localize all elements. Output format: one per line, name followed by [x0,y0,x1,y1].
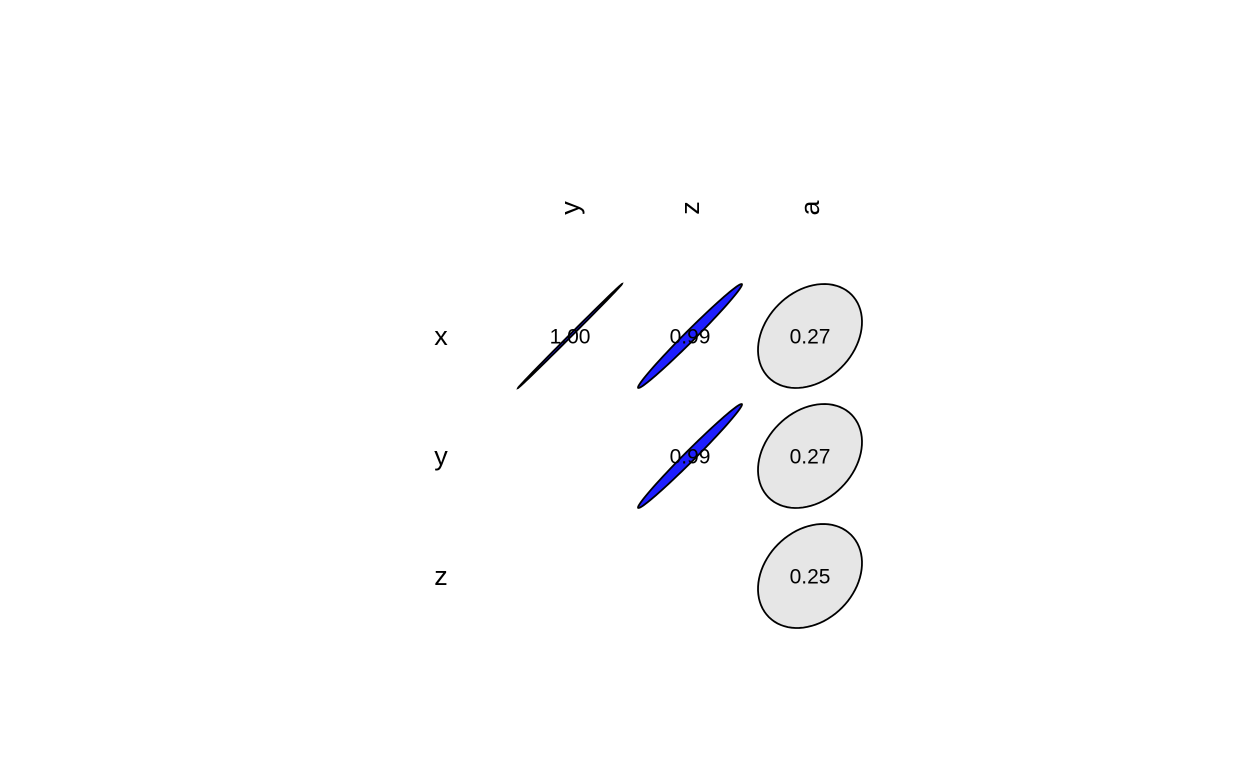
ellipse-x-z [637,283,743,389]
ellipse-y-z [637,403,743,509]
value-label-y-z: 0.99 [670,446,711,469]
ellipse-x-a [757,283,863,389]
row-labels: x y z [434,321,448,591]
column-label-y: y [555,201,585,215]
correlation-cells: 1.00 0.99 0.27 0.99 0.27 0.25 [516,282,863,629]
row-label-y: y [434,441,448,471]
column-label-a: a [795,200,825,216]
value-label-x-z: 0.99 [670,326,711,349]
value-label-x-y: 1.00 [550,326,591,349]
value-label-y-a: 0.27 [790,446,831,469]
row-label-x: x [434,321,448,351]
row-label-z: z [434,561,448,591]
ellipse-z-a [757,523,863,629]
ellipse-y-a [757,403,863,509]
value-label-x-a: 0.27 [790,326,831,349]
ellipse-x-y [516,282,624,390]
value-label-z-a: 0.25 [790,566,831,589]
column-label-z: z [675,201,705,215]
